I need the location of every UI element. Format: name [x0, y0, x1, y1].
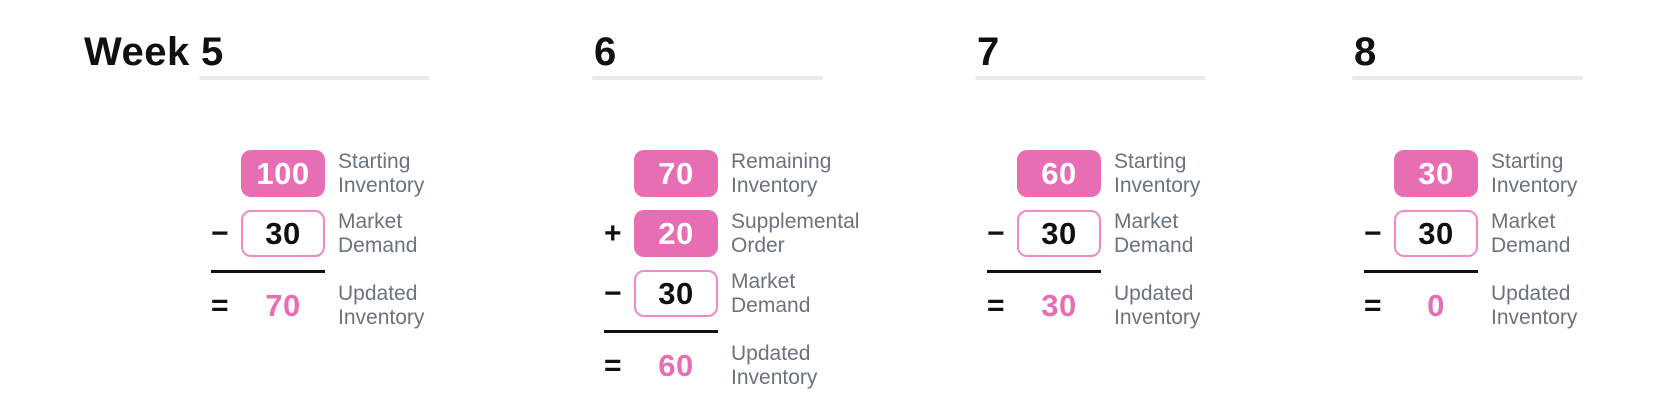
row-label: Supplemental Order	[731, 209, 860, 257]
calc-row-updated-inventory: = 0 Updated Inventory	[1364, 282, 1626, 330]
updated-inventory-value: 70	[265, 287, 301, 323]
week-underline	[592, 76, 823, 80]
market-demand-input[interactable]: 30	[1017, 210, 1101, 258]
equals-operator: =	[1364, 288, 1382, 322]
week-label: Week	[84, 30, 190, 74]
minus-operator: −	[211, 216, 229, 250]
updated-inventory-value: 30	[1041, 287, 1077, 323]
row-label: Updated Inventory	[1114, 281, 1201, 329]
calculation-block: 30 Starting Inventory − 30 Market Demand…	[1364, 150, 1626, 342]
remaining-inventory-badge: 70	[634, 150, 718, 198]
row-label: Market Demand	[731, 269, 811, 317]
calc-row-market-demand: − 30 Market Demand	[211, 210, 473, 258]
calc-row-updated-inventory: = 70 Updated Inventory	[211, 282, 473, 330]
sum-line	[1364, 269, 1478, 273]
updated-inventory-value: 0	[1427, 287, 1445, 323]
sum-line	[211, 269, 325, 273]
starting-inventory-badge: 60	[1017, 150, 1101, 198]
week-number: 5	[201, 30, 224, 74]
calc-row-remaining-inventory: 70 Remaining Inventory	[604, 150, 866, 198]
minus-operator: −	[987, 216, 1005, 250]
calc-row-market-demand: − 30 Market Demand	[604, 270, 866, 318]
row-label: Market Demand	[1491, 209, 1571, 257]
calculation-block: 70 Remaining Inventory + 20 Supplemental…	[604, 150, 866, 402]
calc-row-market-demand: − 30 Market Demand	[1364, 210, 1626, 258]
sum-line	[604, 329, 718, 333]
row-label: Updated Inventory	[731, 341, 818, 389]
row-label: Updated Inventory	[1491, 281, 1578, 329]
market-demand-input[interactable]: 30	[241, 210, 325, 258]
minus-operator: −	[604, 276, 622, 310]
equals-operator: =	[604, 348, 622, 382]
week-underline	[1352, 76, 1583, 80]
week-number: 6	[594, 30, 617, 74]
plus-operator: +	[604, 216, 622, 250]
starting-inventory-badge: 30	[1394, 150, 1478, 198]
week-column-7: 7 60 Starting Inventory − 30 Market Dema…	[975, 0, 1225, 420]
market-demand-input[interactable]: 30	[1394, 210, 1478, 258]
equals-operator: =	[211, 288, 229, 322]
calc-row-starting-inventory: 60 Starting Inventory	[987, 150, 1249, 198]
calc-row-starting-inventory: 100 Starting Inventory	[211, 150, 473, 198]
calculation-block: 100 Starting Inventory − 30 Market Deman…	[211, 150, 473, 342]
updated-inventory-value: 60	[658, 347, 694, 383]
starting-inventory-badge: 100	[241, 150, 325, 198]
row-label: Starting Inventory	[1114, 150, 1201, 197]
calc-row-starting-inventory: 30 Starting Inventory	[1364, 150, 1626, 198]
week-underline	[199, 76, 430, 80]
calc-row-updated-inventory: = 60 Updated Inventory	[604, 342, 866, 390]
supplemental-order-badge: 20	[634, 210, 718, 258]
equals-operator: =	[987, 288, 1005, 322]
week-column-5: 5 100 Starting Inventory − 30 Market Dem…	[199, 0, 449, 420]
row-label: Market Demand	[338, 209, 418, 257]
week-number: 7	[977, 30, 1000, 74]
row-label: Market Demand	[1114, 209, 1194, 257]
calc-row-supplemental-order: + 20 Supplemental Order	[604, 210, 866, 258]
row-label: Remaining Inventory	[731, 150, 832, 197]
week-number: 8	[1354, 30, 1377, 74]
calculation-block: 60 Starting Inventory − 30 Market Demand…	[987, 150, 1249, 342]
row-label: Updated Inventory	[338, 281, 425, 329]
week-column-8: 8 30 Starting Inventory − 30 Market Dema…	[1352, 0, 1602, 420]
sum-line	[987, 269, 1101, 273]
calc-row-updated-inventory: = 30 Updated Inventory	[987, 282, 1249, 330]
row-label: Starting Inventory	[1491, 150, 1578, 197]
row-label: Starting Inventory	[338, 150, 425, 197]
calc-row-market-demand: − 30 Market Demand	[987, 210, 1249, 258]
week-column-6: 6 70 Remaining Inventory + 20 Supplement…	[592, 0, 859, 420]
minus-operator: −	[1364, 216, 1382, 250]
week-underline	[975, 76, 1206, 80]
market-demand-input[interactable]: 30	[634, 270, 718, 318]
